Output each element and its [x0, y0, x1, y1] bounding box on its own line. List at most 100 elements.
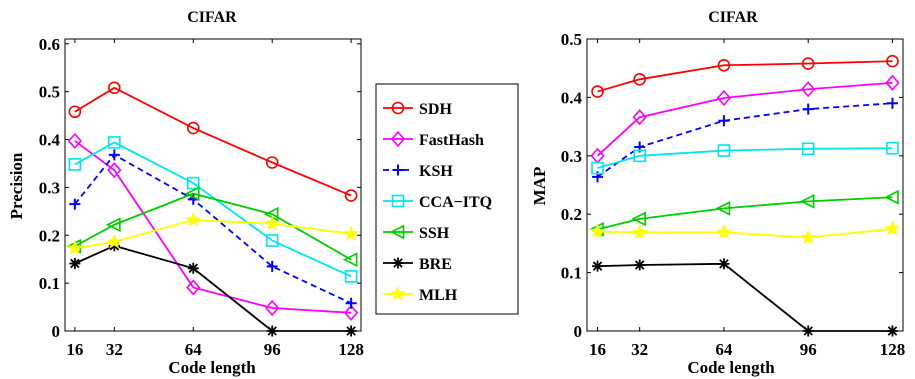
data-point — [186, 176, 200, 190]
data-point — [631, 211, 646, 227]
data-point — [718, 115, 730, 127]
data-point — [715, 201, 731, 216]
y-tick-label: 0.1 — [561, 264, 582, 283]
data-point — [266, 260, 278, 272]
data-point — [66, 239, 83, 255]
series-line — [74, 141, 352, 278]
series-ssh — [589, 189, 899, 237]
y-axis-label: Precision — [7, 152, 26, 219]
data-point — [589, 223, 606, 239]
data-point — [265, 156, 279, 169]
series-line — [74, 140, 352, 314]
legend-entry: SDH — [383, 101, 452, 118]
series-line — [597, 60, 893, 93]
data-point — [886, 325, 898, 337]
legend-entry: FastHash — [383, 130, 484, 149]
data-point — [265, 234, 279, 247]
data-point — [106, 233, 123, 249]
data-point — [344, 189, 358, 202]
x-tick-label: 32 — [106, 340, 123, 359]
data-point — [186, 121, 200, 135]
data-point — [886, 97, 898, 109]
series-mlh — [66, 211, 360, 255]
legend-label: SSH — [419, 225, 450, 242]
data-point — [633, 72, 646, 86]
y-tick-label: 0.2 — [561, 205, 582, 224]
legend-box — [375, 83, 519, 315]
y-tick-label: 0.2 — [39, 226, 60, 245]
data-point — [886, 54, 899, 68]
data-point — [801, 57, 815, 70]
legend-label: FastHash — [419, 132, 484, 149]
y-tick-label: 0 — [574, 322, 583, 341]
series-line — [74, 86, 352, 197]
axes-frame — [64, 38, 362, 332]
series-line — [74, 244, 352, 332]
data-point — [264, 215, 281, 231]
data-point — [184, 186, 200, 201]
data-point — [105, 217, 121, 233]
legend-entry: BRE — [383, 256, 452, 273]
data-point — [108, 149, 120, 161]
series-line — [596, 81, 893, 157]
series-fasthash — [67, 132, 359, 321]
y-tick-label: 0.3 — [561, 147, 582, 166]
data-point — [108, 240, 120, 252]
data-point — [884, 189, 899, 205]
series-line — [74, 192, 352, 261]
series-sdh — [68, 81, 358, 202]
y-tick-label: 0.5 — [561, 30, 582, 49]
x-axis-label: Code length — [687, 358, 775, 377]
legend: SDH FastHash KSH CCA−ITQ SSH BRE MLH — [375, 83, 519, 315]
data-point — [631, 224, 648, 240]
data-point — [802, 325, 814, 337]
data-point — [632, 109, 647, 126]
chart-title: CIFAR — [708, 9, 758, 26]
data-point — [634, 259, 646, 271]
legend-marker — [390, 130, 406, 148]
data-point — [716, 224, 732, 240]
x-tick-label: 128 — [880, 340, 906, 359]
data-point — [344, 270, 358, 283]
series-line — [597, 102, 893, 178]
y-tick-label: 0.3 — [39, 178, 60, 197]
data-point — [67, 132, 82, 150]
series-cca-itq — [591, 141, 899, 175]
legend-label: SDH — [419, 101, 452, 118]
axes-frame — [586, 38, 904, 332]
data-point — [187, 262, 199, 274]
x-tick-label: 96 — [264, 340, 281, 359]
data-point — [718, 258, 730, 270]
data-point — [345, 297, 357, 309]
legend-entry: KSH — [383, 163, 453, 180]
series-mlh — [589, 220, 901, 245]
x-tick-label: 16 — [589, 340, 606, 359]
data-point — [343, 225, 360, 241]
data-point — [266, 325, 278, 337]
plot-area: 0 0.1 0.2 0.3 0.4 0.5 16 32 64 96 128 — [561, 30, 905, 359]
legend-label: MLH — [419, 287, 458, 304]
x-axis-label: Code length — [168, 358, 256, 377]
y-tick-label: 0 — [52, 322, 61, 341]
data-point — [591, 161, 604, 175]
data-point — [801, 142, 815, 156]
series-line — [597, 196, 893, 231]
series-cca-itq — [68, 136, 358, 283]
y-axis-label: MAP — [530, 167, 549, 206]
chart-precision: CIFAR Code length Precision 0 0.1 0.2 0.3 0.… — [7, 9, 364, 377]
legend-entry: MLH — [383, 285, 458, 304]
legend-marker — [391, 194, 405, 208]
data-point — [69, 258, 81, 270]
chart-title: CIFAR — [187, 9, 237, 26]
data-point — [799, 194, 815, 209]
data-point — [345, 325, 357, 337]
legend-marker — [391, 101, 405, 115]
legend-label: KSH — [419, 163, 453, 180]
data-point — [344, 304, 359, 321]
legend-marker — [392, 164, 404, 176]
legend-marker — [392, 257, 404, 269]
x-tick-label: 64 — [185, 340, 203, 359]
data-point — [886, 141, 899, 155]
series-fasthash — [590, 74, 900, 164]
y-tick-label: 0.6 — [39, 35, 60, 54]
